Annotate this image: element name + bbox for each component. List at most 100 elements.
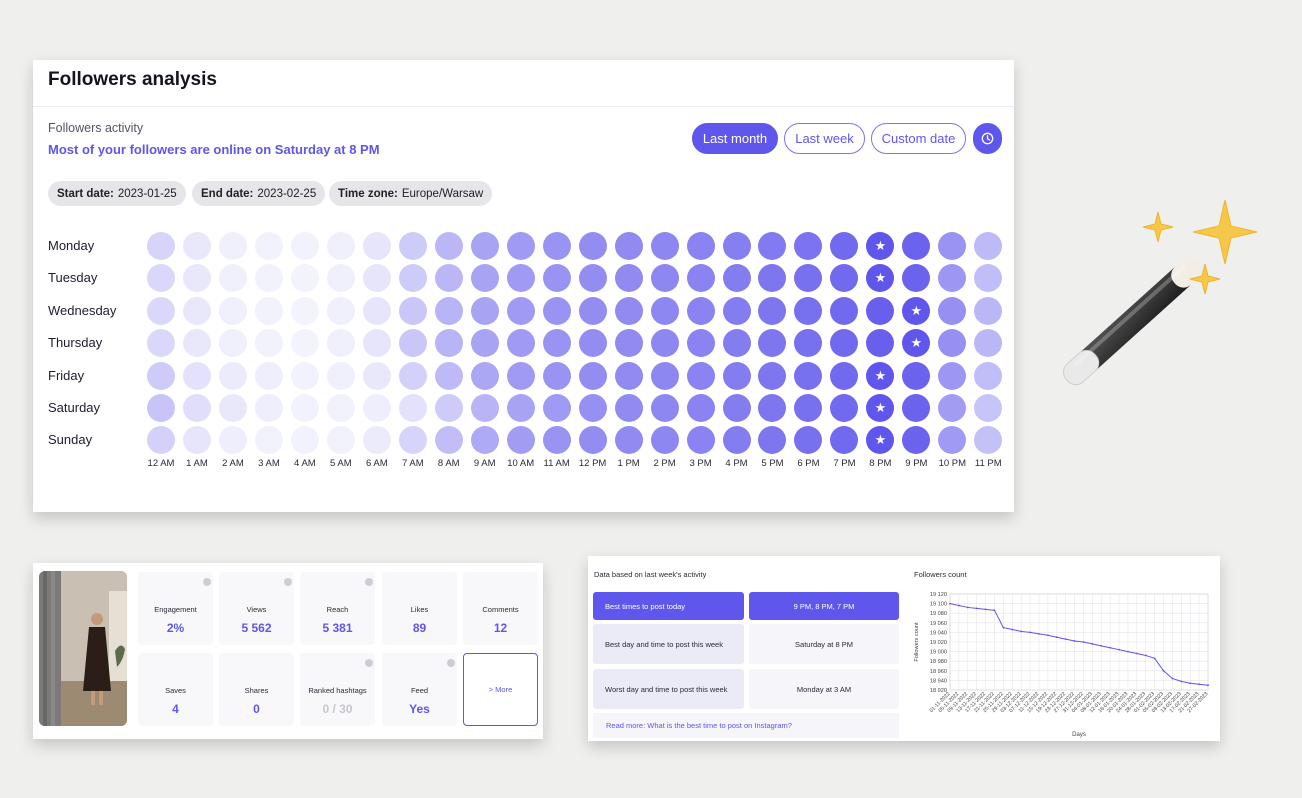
- heatmap-cell[interactable]: [326, 232, 355, 260]
- heatmap-cell[interactable]: [362, 426, 391, 455]
- heatmap-cell[interactable]: [326, 264, 355, 293]
- heatmap-cell[interactable]: [506, 361, 535, 390]
- heatmap-cell[interactable]: [794, 232, 823, 260]
- last-month-button[interactable]: Last month: [692, 123, 778, 154]
- heatmap-cell[interactable]: [830, 426, 859, 455]
- heatmap-cell[interactable]: [290, 232, 319, 260]
- info-icon[interactable]: [365, 578, 373, 586]
- heatmap-cell[interactable]: [434, 264, 463, 293]
- last-week-button[interactable]: Last week: [784, 123, 865, 154]
- heatmap-cell[interactable]: [830, 329, 859, 358]
- heatmap-cell[interactable]: [614, 264, 643, 293]
- heatmap-cell[interactable]: ★: [902, 329, 931, 358]
- heatmap-cell[interactable]: [398, 361, 427, 390]
- heatmap-cell[interactable]: [398, 264, 427, 293]
- heatmap-cell[interactable]: [506, 264, 535, 293]
- heatmap-cell[interactable]: [614, 329, 643, 358]
- heatmap-cell[interactable]: [218, 296, 247, 325]
- heatmap-cell[interactable]: [650, 394, 679, 422]
- heatmap-cell[interactable]: [686, 232, 715, 260]
- heatmap-cell[interactable]: [542, 361, 571, 390]
- heatmap-cell[interactable]: [830, 394, 859, 422]
- heatmap-cell[interactable]: [902, 394, 931, 422]
- heatmap-cell[interactable]: [470, 264, 499, 293]
- heatmap-cell[interactable]: [182, 232, 211, 260]
- heatmap-cell[interactable]: [218, 264, 247, 293]
- heatmap-cell[interactable]: [326, 426, 355, 455]
- heatmap-cell[interactable]: [686, 361, 715, 390]
- heatmap-cell[interactable]: [398, 232, 427, 260]
- heatmap-cell[interactable]: [686, 296, 715, 325]
- heatmap-cell[interactable]: [974, 296, 1003, 325]
- heatmap-cell[interactable]: [290, 264, 319, 293]
- heatmap-cell[interactable]: [470, 329, 499, 358]
- heatmap-cell[interactable]: [470, 426, 499, 455]
- heatmap-cell[interactable]: [578, 361, 607, 390]
- heatmap-cell[interactable]: [578, 329, 607, 358]
- heatmap-cell[interactable]: [398, 426, 427, 455]
- heatmap-cell[interactable]: [578, 296, 607, 325]
- heatmap-cell[interactable]: [290, 361, 319, 390]
- heatmap-cell[interactable]: [362, 264, 391, 293]
- heatmap-cell[interactable]: [794, 264, 823, 293]
- heatmap-cell[interactable]: [362, 361, 391, 390]
- post-thumbnail[interactable]: [39, 571, 127, 726]
- heatmap-cell[interactable]: [614, 232, 643, 260]
- heatmap-cell[interactable]: [722, 232, 751, 260]
- heatmap-cell[interactable]: [506, 329, 535, 358]
- heatmap-cell[interactable]: [974, 232, 1003, 260]
- heatmap-cell[interactable]: [650, 264, 679, 293]
- heatmap-cell[interactable]: [794, 329, 823, 358]
- heatmap-cell[interactable]: [830, 264, 859, 293]
- heatmap-cell[interactable]: [218, 232, 247, 260]
- heatmap-cell[interactable]: [326, 296, 355, 325]
- heatmap-cell[interactable]: [506, 296, 535, 325]
- heatmap-cell[interactable]: [182, 296, 211, 325]
- heatmap-cell[interactable]: [722, 394, 751, 422]
- heatmap-cell[interactable]: [147, 426, 175, 455]
- heatmap-cell[interactable]: [614, 361, 643, 390]
- heatmap-cell[interactable]: [326, 329, 355, 358]
- heatmap-cell[interactable]: [326, 394, 355, 422]
- heatmap-cell[interactable]: [218, 329, 247, 358]
- heatmap-cell[interactable]: [974, 329, 1003, 358]
- heatmap-cell[interactable]: [578, 232, 607, 260]
- heatmap-cell[interactable]: [722, 426, 751, 455]
- heatmap-cell[interactable]: [506, 426, 535, 455]
- heatmap-cell[interactable]: ★: [866, 232, 895, 260]
- heatmap-cell[interactable]: [147, 394, 175, 422]
- heatmap-cell[interactable]: [254, 394, 283, 422]
- heatmap-cell[interactable]: [290, 296, 319, 325]
- heatmap-cell[interactable]: [938, 361, 967, 390]
- heatmap-cell[interactable]: [758, 329, 787, 358]
- heatmap-cell[interactable]: [938, 426, 967, 455]
- heatmap-cell[interactable]: [362, 329, 391, 358]
- read-more-link[interactable]: Read more: What is the best time to post…: [593, 713, 899, 738]
- heatmap-cell[interactable]: [794, 426, 823, 455]
- heatmap-cell[interactable]: [434, 394, 463, 422]
- heatmap-cell[interactable]: ★: [866, 264, 895, 293]
- heatmap-cell[interactable]: [182, 394, 211, 422]
- heatmap-cell[interactable]: [866, 296, 895, 325]
- heatmap-cell[interactable]: [326, 361, 355, 390]
- heatmap-cell[interactable]: [722, 264, 751, 293]
- heatmap-cell[interactable]: [147, 232, 175, 260]
- heatmap-cell[interactable]: [794, 361, 823, 390]
- heatmap-cell[interactable]: [470, 296, 499, 325]
- heatmap-cell[interactable]: [938, 329, 967, 358]
- heatmap-cell[interactable]: [218, 394, 247, 422]
- heatmap-cell[interactable]: [830, 296, 859, 325]
- heatmap-cell[interactable]: [398, 296, 427, 325]
- heatmap-cell[interactable]: [758, 296, 787, 325]
- heatmap-cell[interactable]: ★: [866, 394, 895, 422]
- more-button[interactable]: > More: [463, 653, 538, 726]
- heatmap-cell[interactable]: [470, 394, 499, 422]
- heatmap-cell[interactable]: [218, 361, 247, 390]
- heatmap-cell[interactable]: [578, 264, 607, 293]
- heatmap-cell[interactable]: [650, 232, 679, 260]
- heatmap-cell[interactable]: [434, 296, 463, 325]
- heatmap-cell[interactable]: [938, 296, 967, 325]
- heatmap-cell[interactable]: [542, 329, 571, 358]
- heatmap-cell[interactable]: [650, 329, 679, 358]
- heatmap-cell[interactable]: [974, 361, 1003, 390]
